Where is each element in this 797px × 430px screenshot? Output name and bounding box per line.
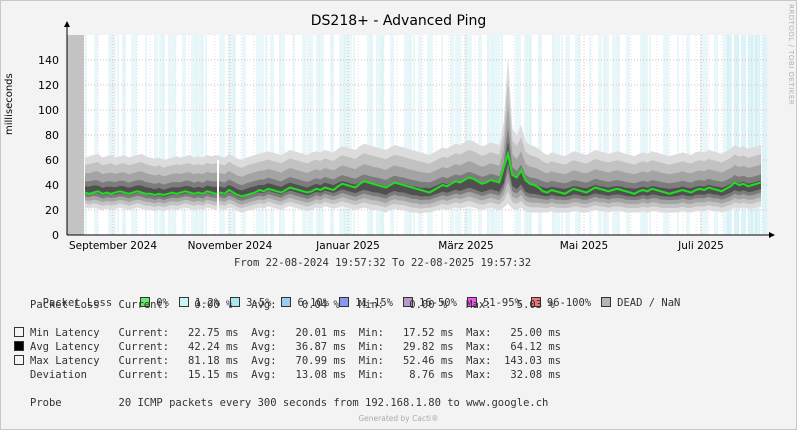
rrdtool-watermark: RRDTOOL / TOBI OETIKER xyxy=(787,4,795,106)
x-tick-label: November 2024 xyxy=(188,240,273,252)
loss-bucket-swatch xyxy=(601,297,612,307)
loss-stripe xyxy=(464,35,472,235)
loss-bucket-label: 16-50% xyxy=(419,297,457,309)
y-tick-label: 120 xyxy=(38,79,59,92)
min-latency-text: Min Latency Current: 22.75 ms Avg: 20.01… xyxy=(30,327,562,339)
y-tick-label: 80 xyxy=(45,129,59,142)
loss-bucket-6: 51-95% xyxy=(466,297,521,309)
packet-loss-stats: Packet Loss Current: 0.00 % Avg: 0.04 % … xyxy=(30,299,555,311)
loss-bucket-label: DEAD / NaN xyxy=(617,297,681,309)
loss-bucket-label: 11-15% xyxy=(355,297,393,309)
x-tick-label: Juli 2025 xyxy=(677,240,724,252)
loss-stripe xyxy=(677,35,679,235)
x-tick-label: September 2024 xyxy=(69,240,157,252)
loss-bucket-8: DEAD / NaN xyxy=(601,297,680,309)
avg-latency-line xyxy=(84,149,762,198)
loss-bucket-label: 3-5% xyxy=(246,297,272,309)
loss-bucket-label: 0% xyxy=(156,297,169,309)
date-range: From 22-08-2024 19:57:32 To 22-08-2025 1… xyxy=(234,257,532,269)
avg-latency-swatch xyxy=(14,341,24,351)
loss-stripe xyxy=(603,35,609,235)
avg-latency-text: Avg Latency Current: 42.24 ms Avg: 36.87… xyxy=(30,341,562,353)
y-tick-label: 40 xyxy=(45,179,59,192)
max-latency-row: Max Latency Current: 81.18 ms Avg: 70.99… xyxy=(14,355,561,367)
y-tick-label: 0 xyxy=(52,229,59,242)
loss-stripe xyxy=(159,35,165,235)
loss-stripe xyxy=(94,35,98,235)
y-tick-label: 100 xyxy=(38,104,59,117)
loss-bucket-4: 11-15% xyxy=(339,297,393,309)
loss-bucket-swatch xyxy=(140,297,151,307)
loss-bucket-7: 96-100% xyxy=(530,297,592,309)
loss-stripe xyxy=(154,35,158,235)
y-tick-label: 20 xyxy=(45,204,59,217)
x-axis-arrow xyxy=(769,232,775,238)
loss-stripe xyxy=(413,35,415,235)
latency-band-3 xyxy=(85,127,761,201)
loss-bucket-swatch xyxy=(339,297,350,307)
loss-bucket-swatch xyxy=(403,297,413,307)
loss-bucket-1: 1-2% xyxy=(178,297,221,309)
loss-stripe xyxy=(741,35,746,235)
y-axis-arrow xyxy=(64,21,70,27)
loss-bucket-swatch xyxy=(530,297,541,307)
latency-band-2 xyxy=(85,103,761,205)
max-latency-text: Max Latency Current: 81.18 ms Avg: 70.99… xyxy=(30,355,562,367)
loss-stripe xyxy=(418,35,422,235)
loss-stripe xyxy=(524,35,532,235)
loss-stripe xyxy=(762,35,767,235)
loss-stripe xyxy=(478,35,482,235)
x-tick-label: März 2025 xyxy=(438,240,493,252)
loss-bucket-label: 6-10% xyxy=(297,297,330,309)
loss-bucket-0: 0% xyxy=(140,297,169,309)
avg-latency-row: Avg Latency Current: 42.24 ms Avg: 36.87… xyxy=(14,341,561,353)
loss-bucket-5: 16-50% xyxy=(403,297,457,309)
graph-title: DS218+ - Advanced Ping xyxy=(310,13,487,29)
loss-stripe xyxy=(279,35,285,235)
loss-bucket-label: 51-95% xyxy=(482,297,521,309)
loss-bucket-swatch xyxy=(230,297,241,307)
y-tick-label: 140 xyxy=(38,54,59,67)
loss-stripe xyxy=(748,35,753,235)
min-latency-swatch xyxy=(14,327,24,337)
loss-stripe xyxy=(219,35,225,235)
min-latency-row: Min Latency Current: 22.75 ms Avg: 20.01… xyxy=(14,327,561,339)
loss-bucket-swatch xyxy=(466,297,477,307)
loss-bucket-2: 3-5% xyxy=(230,297,271,309)
probe-info: Probe 20 ICMP packets every 300 seconds … xyxy=(30,397,549,409)
packet-loss-legend: Packet Loss 0% 1-2% 3-5% 6-10% 11-15% 16-50% 51… xyxy=(30,285,680,309)
loss-stripe xyxy=(727,35,732,235)
y-tick-label: 60 xyxy=(45,154,59,167)
loss-stripe xyxy=(723,35,729,235)
loss-bucket-swatch xyxy=(281,297,292,307)
x-tick-label: Januar 2025 xyxy=(315,240,380,252)
packet-loss-label: Packet Loss xyxy=(42,297,113,309)
loss-stripe xyxy=(404,35,412,235)
loss-stripe xyxy=(339,35,345,235)
loss-stripe xyxy=(293,35,295,235)
loss-bucket-label: 1-2% xyxy=(194,297,221,309)
x-tick-label: Mai 2025 xyxy=(560,240,608,252)
deviation-row: Deviation Current: 15.15 ms Avg: 13.08 m… xyxy=(30,369,562,381)
loss-bucket-swatch xyxy=(178,297,189,307)
loss-stripe xyxy=(663,35,669,235)
loss-stripe xyxy=(598,35,602,235)
nan-region xyxy=(67,35,84,235)
footer-credit: Generated by Cacti® xyxy=(358,414,439,423)
max-latency-swatch xyxy=(14,355,24,365)
loss-stripe xyxy=(353,35,355,235)
loss-bucket-label: 96-100% xyxy=(546,297,592,309)
loss-bucket-3: 6-10% xyxy=(281,297,329,309)
